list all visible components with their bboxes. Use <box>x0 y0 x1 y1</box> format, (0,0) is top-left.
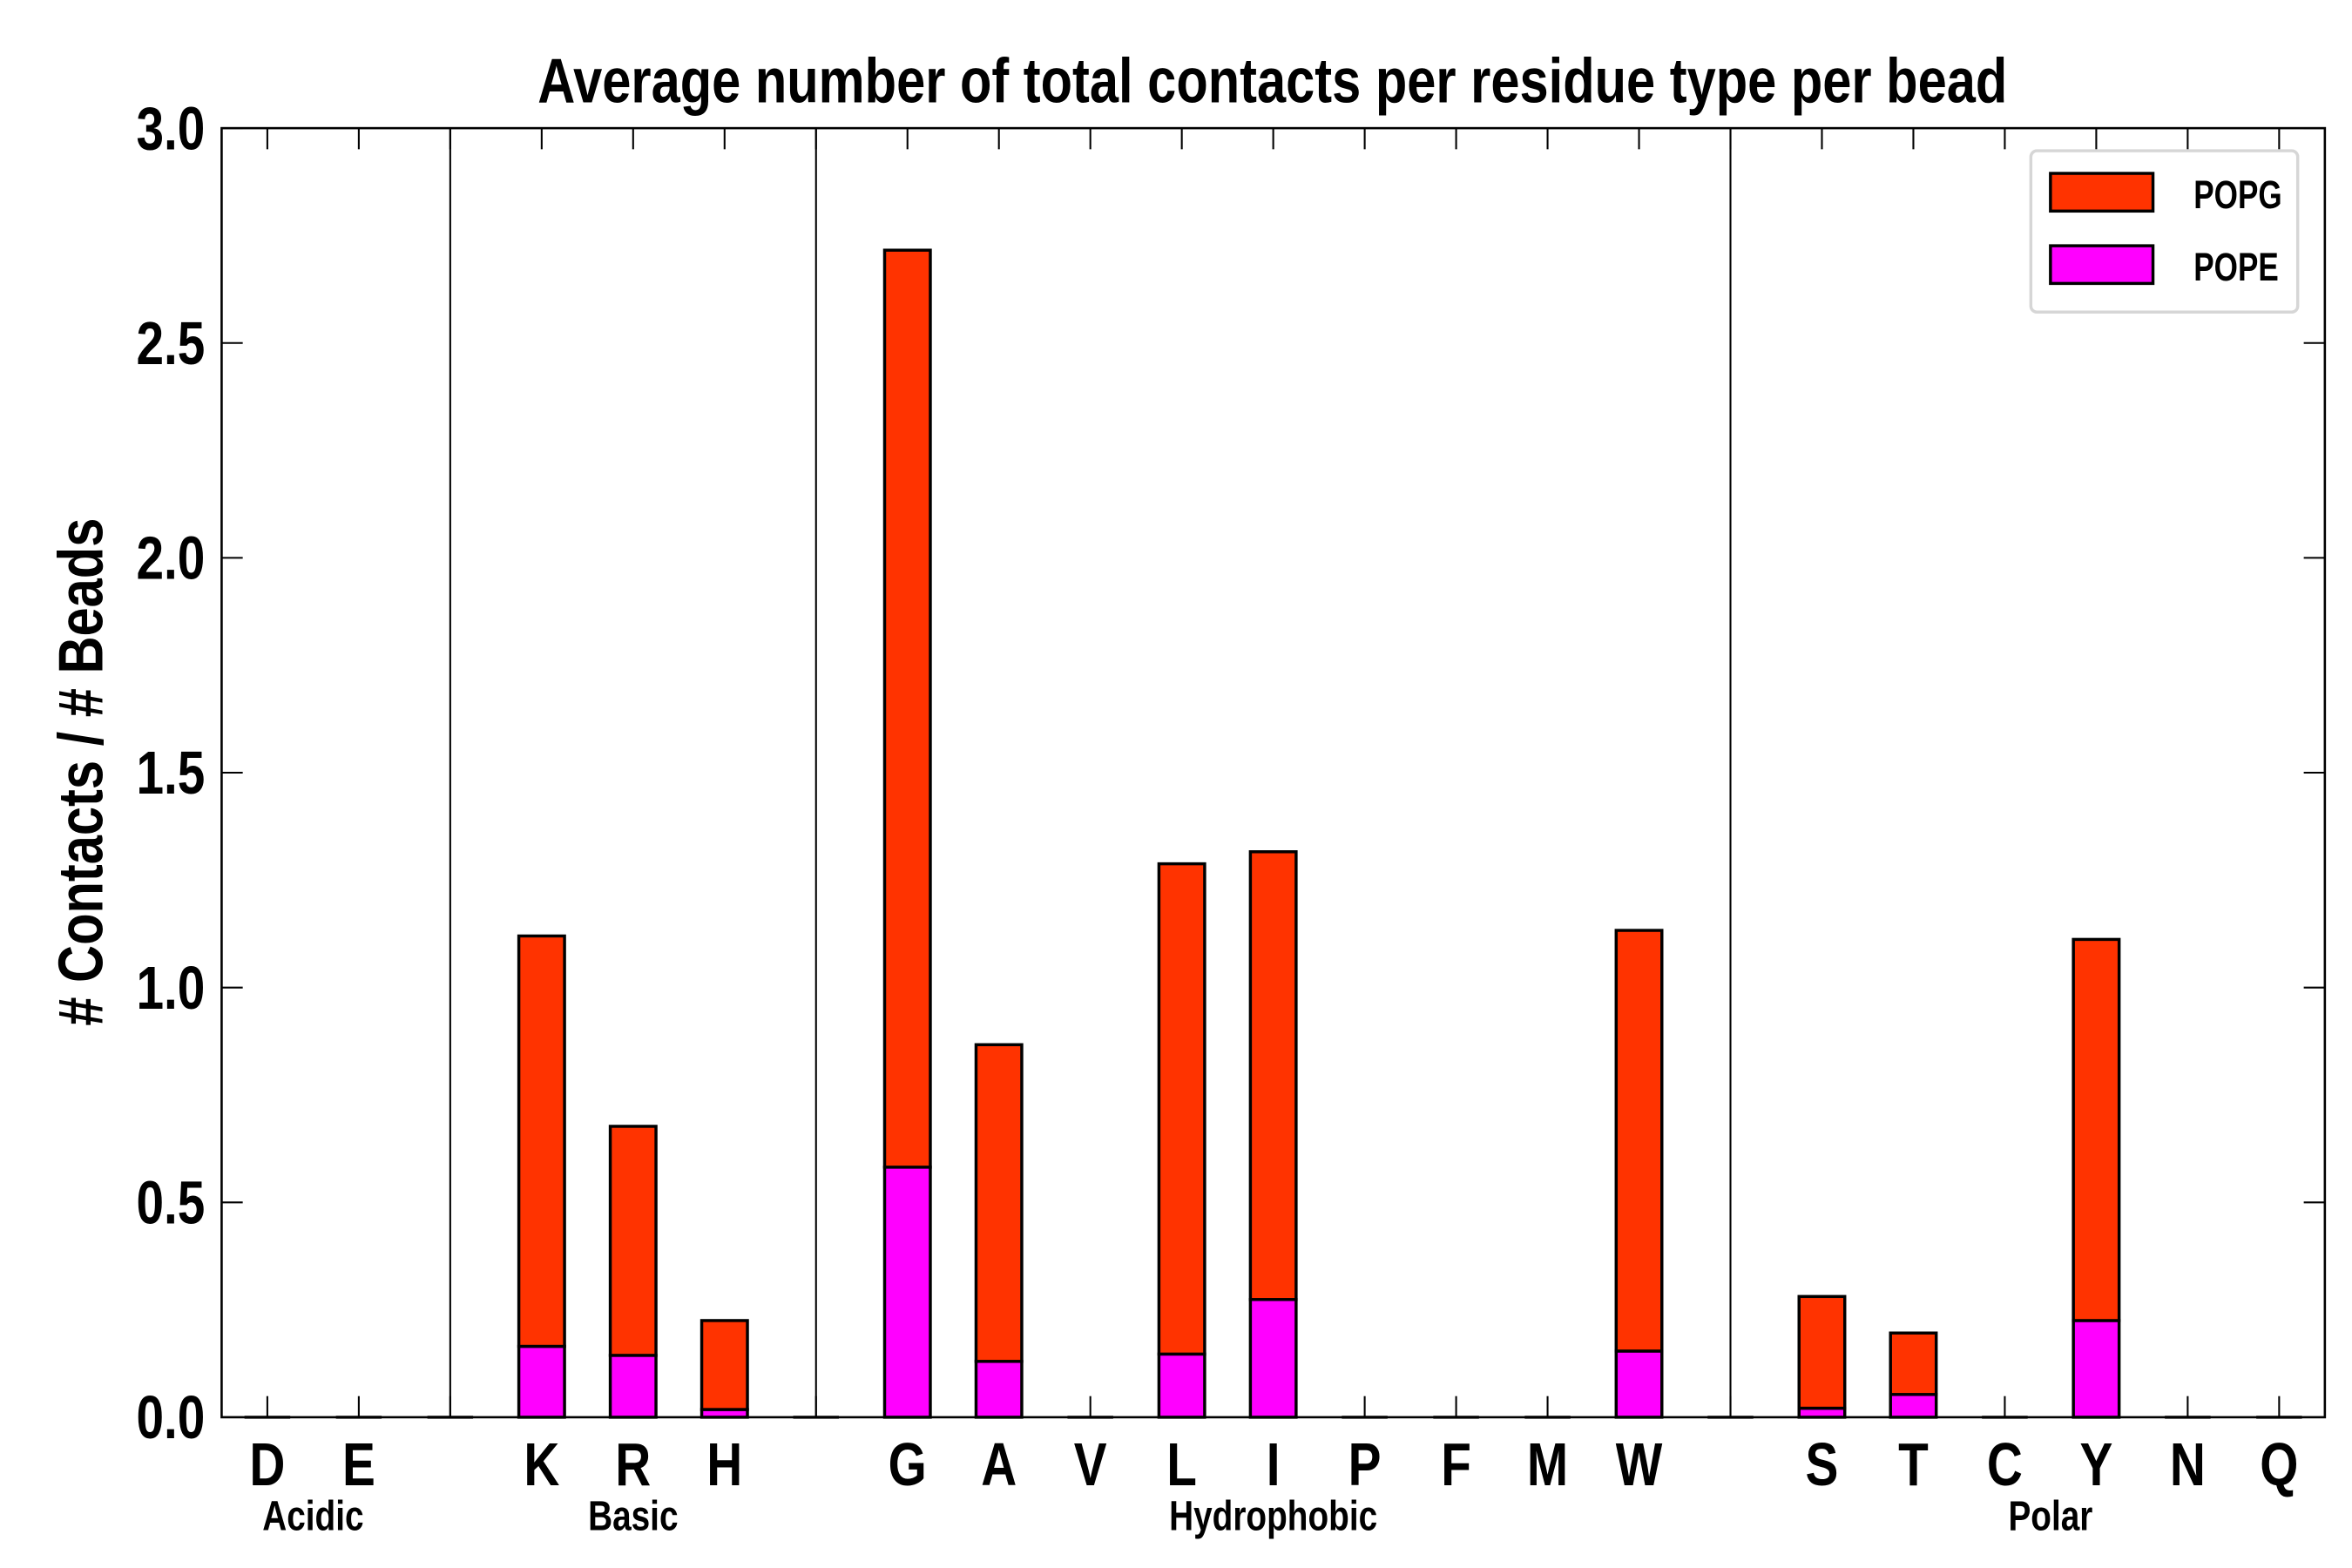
bar-popg-G <box>882 248 932 1169</box>
plot-frame <box>220 126 2327 1419</box>
x-tick-label-C: C <box>1987 1432 2023 1499</box>
bar-pope-I <box>1248 1298 1298 1419</box>
legend-label-pope: POPE <box>2193 245 2279 289</box>
bar-popg-H <box>700 1319 749 1411</box>
x-tick-label-N: N <box>2170 1432 2206 1499</box>
x-tick-label-L: L <box>1166 1432 1197 1499</box>
x-tick-label-G: G <box>889 1432 927 1499</box>
y-tick-label: 0.5 <box>136 1170 205 1237</box>
x-tick-label-K: K <box>524 1432 559 1499</box>
legend: POPG POPE <box>2029 149 2300 314</box>
group-label-acidic: Acidic <box>262 1493 363 1540</box>
bar-pope-Y <box>2072 1319 2121 1419</box>
x-tick-label-Y: Y <box>2079 1432 2112 1499</box>
bar-pope-K <box>517 1344 566 1419</box>
x-tick-label-M: M <box>1527 1432 1568 1499</box>
x-tick-label-P: P <box>1348 1432 1382 1499</box>
bar-popg-I <box>1248 850 1298 1301</box>
chart-title: Average number of total contacts per res… <box>537 46 2007 117</box>
y-tick-label: 2.0 <box>136 525 205 592</box>
bar-popg-A <box>974 1043 1024 1363</box>
bar-popg-W <box>1614 929 1664 1353</box>
x-tick-label-V: V <box>1074 1432 1107 1499</box>
bar-pope-W <box>1614 1349 1664 1419</box>
y-tick-label: 1.5 <box>136 740 205 808</box>
x-tick-label-H: H <box>706 1432 742 1499</box>
x-tick-label-I: I <box>1267 1432 1281 1499</box>
x-tick-label-F: F <box>1441 1432 1471 1499</box>
bar-pope-L <box>1157 1352 1206 1419</box>
bar-popg-Y <box>2072 937 2121 1322</box>
bar-popg-R <box>608 1125 658 1357</box>
x-tick-label-Q: Q <box>2260 1432 2298 1499</box>
y-tick-label: 1.0 <box>136 956 205 1023</box>
legend-label-popg: POPG <box>2193 172 2281 217</box>
y-tick-label: 0.0 <box>136 1385 205 1452</box>
x-tick-label-D: D <box>249 1432 285 1499</box>
y-axis-label: # Contacts / # Beads <box>46 518 117 1026</box>
bar-popg-T <box>1889 1331 1938 1396</box>
x-tick-label-E: E <box>342 1432 375 1499</box>
bar-popg-L <box>1157 862 1206 1356</box>
y-tick-label: 2.5 <box>136 311 205 378</box>
bar-popg-K <box>517 934 566 1348</box>
bar-popg-S <box>1797 1294 1847 1410</box>
bar-pope-R <box>608 1354 658 1419</box>
y-tick-label: 3.0 <box>136 96 205 163</box>
group-label-hydrophobic: Hydrophobic <box>1169 1493 1377 1540</box>
x-tick-label-S: S <box>1806 1432 1839 1499</box>
x-tick-label-W: W <box>1616 1432 1663 1499</box>
plot-area: D E K R H G A V L I P F M W S T C Y N Q Acidic Basic Hydrophob… <box>136 96 2325 1540</box>
group-label-polar: Polar <box>2008 1493 2092 1540</box>
x-tick-label-A: A <box>981 1432 1017 1499</box>
x-tick-label-R: R <box>615 1432 651 1499</box>
legend-swatch-popg <box>2049 172 2155 213</box>
bar-pope-G <box>882 1166 932 1419</box>
bar-pope-A <box>974 1360 1024 1419</box>
group-label-basic: Basic <box>588 1493 678 1540</box>
bar-pope-T <box>1889 1393 1938 1419</box>
x-tick-label-T: T <box>1898 1432 1929 1499</box>
legend-swatch-pope <box>2049 244 2155 286</box>
